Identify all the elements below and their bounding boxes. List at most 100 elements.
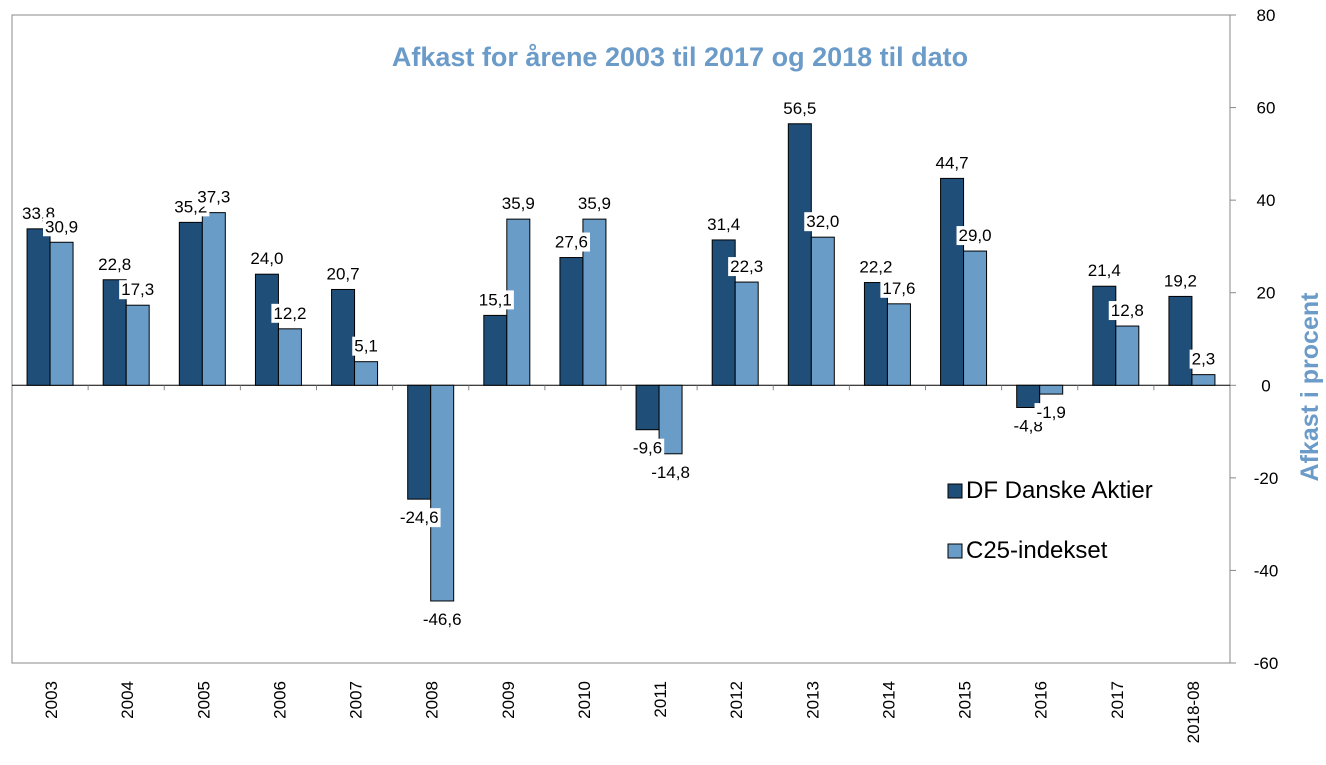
label-bg xyxy=(649,462,692,482)
bar xyxy=(1115,325,1140,386)
label-bg xyxy=(956,226,994,246)
label-bg xyxy=(630,438,665,458)
x-tick-label: 2015 xyxy=(956,681,975,719)
bar xyxy=(277,328,302,386)
label-bg xyxy=(119,280,157,300)
bar xyxy=(582,218,607,386)
data-label: -9,6 xyxy=(633,439,662,458)
bar xyxy=(178,221,203,386)
data-label: 24,0 xyxy=(250,249,283,268)
bar xyxy=(254,273,279,386)
bar xyxy=(886,303,911,386)
y-axis-label: Afkast i procent xyxy=(1296,292,1324,482)
label-bg xyxy=(781,98,819,118)
x-tick-label: 2009 xyxy=(499,681,518,719)
x-tick-label: 2004 xyxy=(118,681,137,719)
legend-swatch xyxy=(947,543,963,559)
data-label: 2,3 xyxy=(1192,350,1216,369)
data-label: 22,2 xyxy=(859,258,892,277)
data-label: 20,7 xyxy=(327,264,360,283)
data-label: 22,3 xyxy=(730,257,763,276)
bar xyxy=(430,384,455,602)
data-label: 31,4 xyxy=(707,215,740,234)
label-bg xyxy=(248,249,286,269)
label-bg xyxy=(1034,403,1068,423)
data-label: 17,6 xyxy=(882,279,915,298)
x-tick-label: 2003 xyxy=(42,681,61,719)
label-bg xyxy=(1161,271,1199,291)
y-tick-label: -60 xyxy=(1254,654,1279,673)
x-tick-label: 2017 xyxy=(1108,681,1127,719)
bar xyxy=(559,257,584,386)
chart-title: Afkast for årene 2003 til 2017 og 2018 t… xyxy=(392,42,968,72)
bar xyxy=(1039,384,1064,395)
data-label: 21,4 xyxy=(1088,261,1121,280)
data-label: 12,2 xyxy=(273,304,306,323)
data-label: 56,5 xyxy=(783,99,816,118)
x-tick-label: 2018-08 xyxy=(1184,681,1203,743)
y-tick-label: 40 xyxy=(1257,191,1276,210)
bar xyxy=(963,250,988,386)
data-label: 27,6 xyxy=(555,233,588,252)
y-tick-label: 20 xyxy=(1257,284,1276,303)
data-label: -46,6 xyxy=(423,610,462,629)
data-label: 35,9 xyxy=(578,194,611,213)
data-label: 22,8 xyxy=(98,255,131,274)
bar xyxy=(354,361,379,386)
bar xyxy=(1016,384,1041,409)
bar xyxy=(635,384,660,431)
bar xyxy=(26,228,51,386)
y-tick-label: 0 xyxy=(1261,376,1270,395)
bar xyxy=(483,314,508,386)
label-bg xyxy=(96,254,134,274)
label-bg xyxy=(880,278,918,298)
bar xyxy=(331,288,356,386)
label-bg xyxy=(271,303,309,323)
data-label: -24,6 xyxy=(400,508,439,527)
data-label: 35,9 xyxy=(502,194,535,213)
legend-label: C25-indekset xyxy=(966,537,1108,564)
x-tick-label: 2012 xyxy=(727,681,746,719)
label-bg xyxy=(397,508,441,528)
label-bg xyxy=(476,290,514,310)
bar xyxy=(201,212,226,386)
bar xyxy=(658,384,683,455)
y-tick-label: 60 xyxy=(1257,99,1276,118)
data-label: -14,8 xyxy=(651,463,690,482)
y-tick-label: 80 xyxy=(1257,6,1276,25)
data-label: -1,9 xyxy=(1037,403,1066,422)
label-bg xyxy=(804,212,842,232)
bar xyxy=(49,241,74,386)
x-tick-label: 2007 xyxy=(347,681,366,719)
y-tick-label: -40 xyxy=(1254,561,1279,580)
label-bg xyxy=(728,257,766,277)
y-tick-label: -20 xyxy=(1254,469,1279,488)
label-bg xyxy=(552,232,590,252)
bar xyxy=(125,304,150,386)
legend-swatch xyxy=(947,483,963,499)
data-label: 5,1 xyxy=(354,337,378,356)
label-bg xyxy=(43,217,81,237)
label-bg xyxy=(1085,261,1123,281)
x-tick-label: 2005 xyxy=(194,681,213,719)
bar xyxy=(940,177,965,386)
data-label: 37,3 xyxy=(197,188,230,207)
label-bg xyxy=(857,257,895,277)
label-bg xyxy=(420,609,464,629)
data-label: 12,8 xyxy=(1111,301,1144,320)
data-label: 17,3 xyxy=(121,280,154,299)
bar xyxy=(863,282,888,386)
label-bg xyxy=(1189,349,1218,369)
x-tick-label: 2013 xyxy=(803,681,822,719)
label-bg xyxy=(1108,301,1146,321)
label-bg xyxy=(575,194,613,214)
data-label: 30,9 xyxy=(45,217,78,236)
data-label: 44,7 xyxy=(936,153,969,172)
x-tick-label: 2010 xyxy=(575,681,594,719)
label-bg xyxy=(324,264,362,284)
bar xyxy=(787,123,812,386)
data-label: 15,1 xyxy=(479,290,512,309)
x-tick-label: 2016 xyxy=(1032,681,1051,719)
bar xyxy=(734,281,759,386)
